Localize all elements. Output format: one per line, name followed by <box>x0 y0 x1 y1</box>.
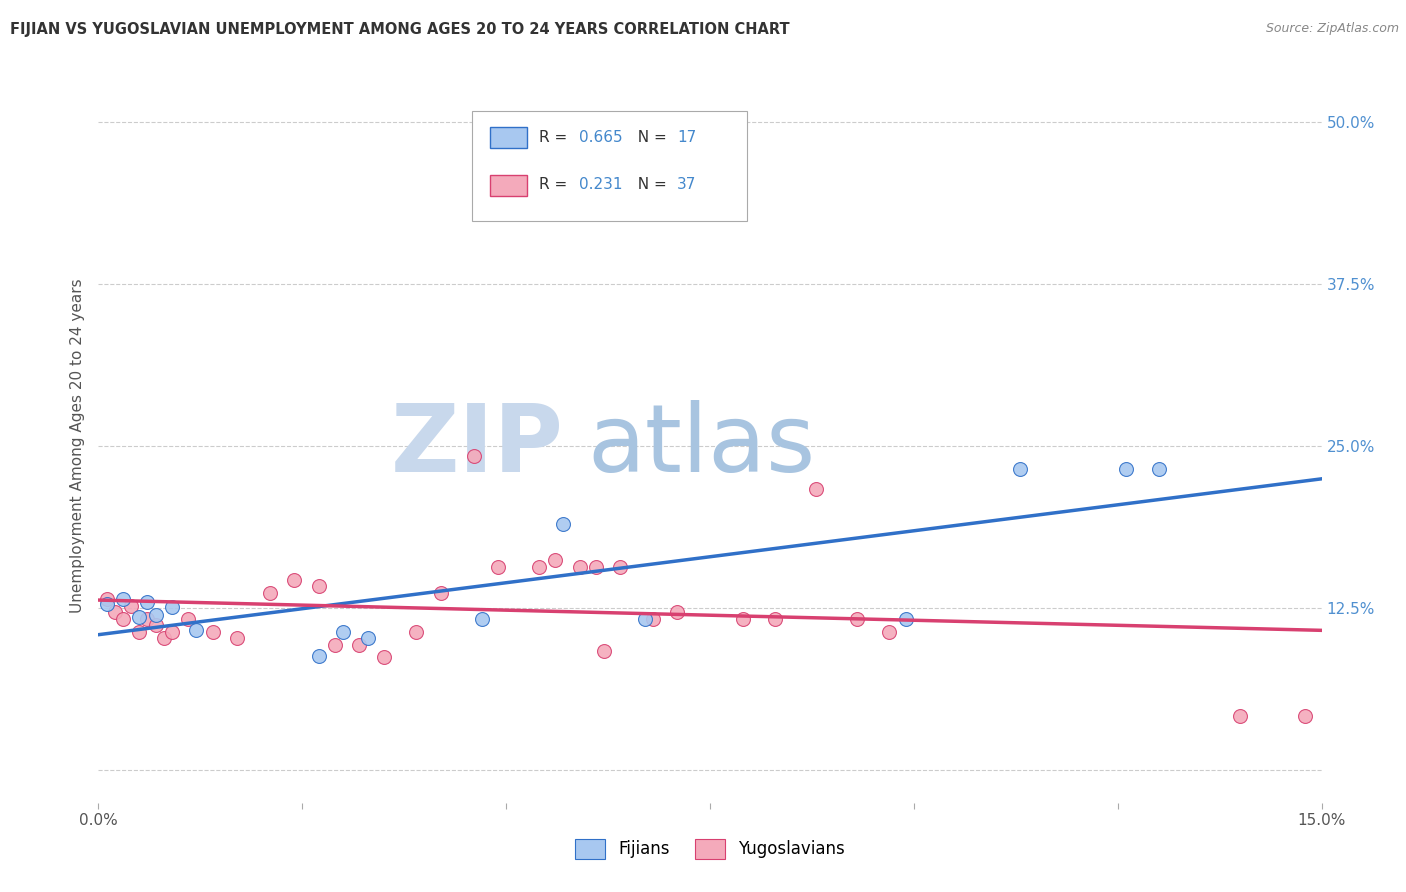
Point <box>879 624 901 639</box>
FancyBboxPatch shape <box>489 175 526 196</box>
Point <box>283 573 305 587</box>
Point <box>585 559 607 574</box>
Text: atlas: atlas <box>588 400 815 492</box>
Point <box>177 611 200 625</box>
Point <box>145 618 167 632</box>
Point <box>666 605 689 619</box>
Point <box>430 585 453 599</box>
Point <box>128 610 150 624</box>
Point <box>226 631 249 645</box>
Point <box>96 592 118 607</box>
Point <box>145 607 167 622</box>
Point <box>356 631 378 645</box>
Point <box>1229 709 1251 723</box>
Point <box>128 624 150 639</box>
Point <box>104 605 127 619</box>
Point <box>111 592 134 607</box>
Point <box>136 611 159 625</box>
Point <box>111 611 134 625</box>
Point <box>553 516 575 531</box>
Point <box>845 611 868 625</box>
Y-axis label: Unemployment Among Ages 20 to 24 years: Unemployment Among Ages 20 to 24 years <box>69 278 84 614</box>
Point <box>332 624 354 639</box>
Point <box>763 611 786 625</box>
Point <box>201 624 224 639</box>
Point <box>894 611 917 625</box>
Point <box>609 559 631 574</box>
Point <box>593 644 616 658</box>
Text: FIJIAN VS YUGOSLAVIAN UNEMPLOYMENT AMONG AGES 20 TO 24 YEARS CORRELATION CHART: FIJIAN VS YUGOSLAVIAN UNEMPLOYMENT AMONG… <box>10 22 789 37</box>
Point <box>308 649 330 664</box>
Point <box>527 559 550 574</box>
Point <box>308 579 330 593</box>
Point <box>120 599 142 613</box>
FancyBboxPatch shape <box>489 127 526 148</box>
Point <box>373 650 395 665</box>
Text: 37: 37 <box>678 177 696 192</box>
Text: N =: N = <box>628 130 672 145</box>
Text: 0.231: 0.231 <box>579 177 623 192</box>
Point <box>1115 462 1137 476</box>
Point <box>1008 462 1031 476</box>
Point <box>160 599 183 614</box>
Point <box>259 585 281 599</box>
Text: R =: R = <box>538 130 572 145</box>
Text: ZIP: ZIP <box>391 400 564 492</box>
Point <box>463 450 485 464</box>
Point <box>160 624 183 639</box>
Text: 0.665: 0.665 <box>579 130 623 145</box>
FancyBboxPatch shape <box>471 111 747 221</box>
Point <box>544 553 567 567</box>
Point <box>405 624 427 639</box>
Point <box>1147 462 1170 476</box>
Legend: Fijians, Yugoslavians: Fijians, Yugoslavians <box>568 832 852 866</box>
Point <box>641 611 664 625</box>
Point <box>1294 709 1316 723</box>
Point <box>136 595 159 609</box>
Point <box>568 559 591 574</box>
Text: Source: ZipAtlas.com: Source: ZipAtlas.com <box>1265 22 1399 36</box>
Point <box>186 624 208 638</box>
Point <box>96 597 118 611</box>
Text: 17: 17 <box>678 130 696 145</box>
Text: R =: R = <box>538 177 572 192</box>
Point <box>349 638 371 652</box>
Point <box>731 611 754 625</box>
Point <box>471 611 494 625</box>
Point <box>323 638 346 652</box>
Point <box>152 631 174 645</box>
Point <box>634 611 657 625</box>
Point <box>804 482 827 496</box>
Point <box>486 559 509 574</box>
Text: N =: N = <box>628 177 672 192</box>
